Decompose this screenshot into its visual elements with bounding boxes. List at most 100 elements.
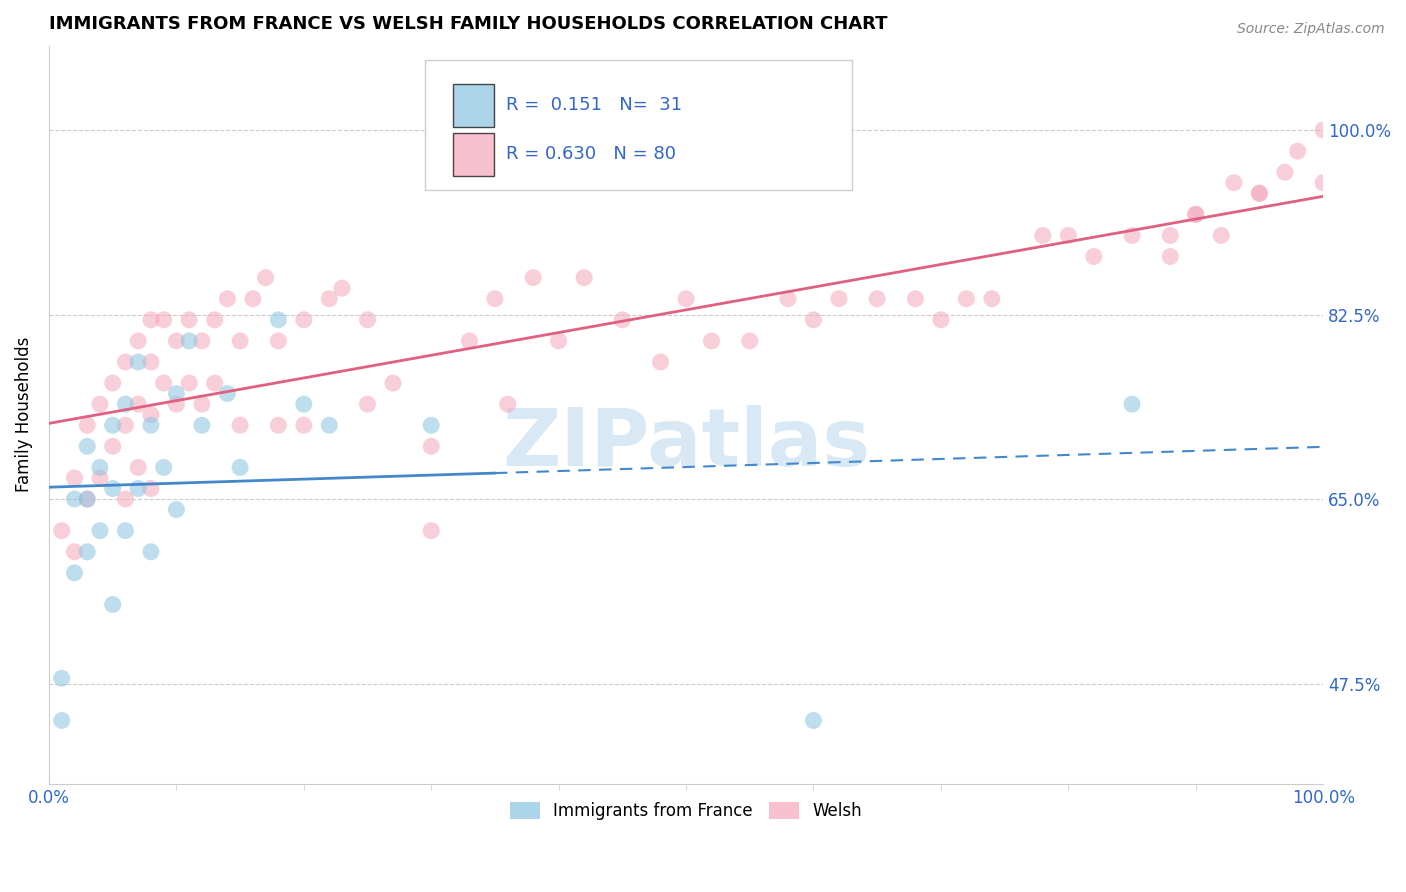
Point <box>356 397 378 411</box>
Point <box>1159 250 1181 264</box>
Point <box>51 524 73 538</box>
Point <box>1184 207 1206 221</box>
Point <box>76 491 98 506</box>
Point <box>1249 186 1271 201</box>
Point <box>63 491 86 506</box>
Point <box>204 313 226 327</box>
Point <box>1274 165 1296 179</box>
Point <box>318 418 340 433</box>
Point <box>139 313 162 327</box>
Point <box>165 502 187 516</box>
Point <box>803 313 825 327</box>
Point <box>89 397 111 411</box>
Point <box>612 313 634 327</box>
Point <box>484 292 506 306</box>
Point <box>1286 144 1309 158</box>
Point <box>382 376 405 390</box>
FancyBboxPatch shape <box>453 134 494 177</box>
Point <box>458 334 481 348</box>
Point <box>1083 250 1105 264</box>
Y-axis label: Family Households: Family Households <box>15 337 32 492</box>
Point <box>420 439 443 453</box>
FancyBboxPatch shape <box>425 61 852 190</box>
Point <box>828 292 851 306</box>
Point <box>292 397 315 411</box>
Point <box>76 545 98 559</box>
Point <box>114 524 136 538</box>
Point <box>1211 228 1233 243</box>
Point <box>101 418 124 433</box>
Point <box>1312 123 1334 137</box>
Point <box>267 334 290 348</box>
Point <box>229 460 252 475</box>
Text: ZIPatlas: ZIPatlas <box>502 405 870 483</box>
Point <box>114 397 136 411</box>
Point <box>420 524 443 538</box>
Point <box>292 313 315 327</box>
Text: R =  0.151   N=  31: R = 0.151 N= 31 <box>506 95 682 113</box>
Point <box>179 376 201 390</box>
Point <box>254 270 277 285</box>
Point <box>101 439 124 453</box>
Point <box>139 408 162 422</box>
Point <box>165 386 187 401</box>
Text: IMMIGRANTS FROM FRANCE VS WELSH FAMILY HOUSEHOLDS CORRELATION CHART: IMMIGRANTS FROM FRANCE VS WELSH FAMILY H… <box>49 15 887 33</box>
Point <box>139 482 162 496</box>
Point <box>101 598 124 612</box>
Point <box>267 418 290 433</box>
Point <box>217 292 239 306</box>
Point <box>866 292 889 306</box>
Point <box>139 418 162 433</box>
Point <box>114 418 136 433</box>
Point <box>738 334 761 348</box>
Point <box>292 418 315 433</box>
Point <box>572 270 595 285</box>
Point <box>152 460 174 475</box>
Point <box>1249 186 1271 201</box>
Point <box>955 292 977 306</box>
Point <box>1121 228 1143 243</box>
Point <box>1223 176 1246 190</box>
Point <box>356 313 378 327</box>
Point <box>700 334 723 348</box>
Point <box>191 334 214 348</box>
Point <box>127 460 149 475</box>
Point <box>51 671 73 685</box>
Point <box>114 355 136 369</box>
Point <box>496 397 519 411</box>
Point <box>1032 228 1054 243</box>
Point <box>89 524 111 538</box>
FancyBboxPatch shape <box>453 84 494 127</box>
Point <box>152 376 174 390</box>
Point <box>675 292 697 306</box>
Point <box>1184 207 1206 221</box>
Point <box>152 313 174 327</box>
Point <box>330 281 353 295</box>
Point <box>127 334 149 348</box>
Point <box>179 313 201 327</box>
Point <box>318 292 340 306</box>
Point <box>803 714 825 728</box>
Point <box>114 491 136 506</box>
Point <box>1121 397 1143 411</box>
Point <box>267 313 290 327</box>
Point <box>127 482 149 496</box>
Point <box>1312 176 1334 190</box>
Text: Source: ZipAtlas.com: Source: ZipAtlas.com <box>1237 22 1385 37</box>
Point <box>76 439 98 453</box>
Point <box>980 292 1002 306</box>
Point <box>204 376 226 390</box>
Point <box>76 491 98 506</box>
Point <box>101 482 124 496</box>
Point <box>522 270 544 285</box>
Point <box>51 714 73 728</box>
Point <box>1159 228 1181 243</box>
Point <box>229 334 252 348</box>
Point <box>165 334 187 348</box>
Point <box>650 355 672 369</box>
Point <box>217 386 239 401</box>
Point <box>420 418 443 433</box>
Point <box>63 545 86 559</box>
Point <box>127 355 149 369</box>
Legend: Immigrants from France, Welsh: Immigrants from France, Welsh <box>503 796 869 827</box>
